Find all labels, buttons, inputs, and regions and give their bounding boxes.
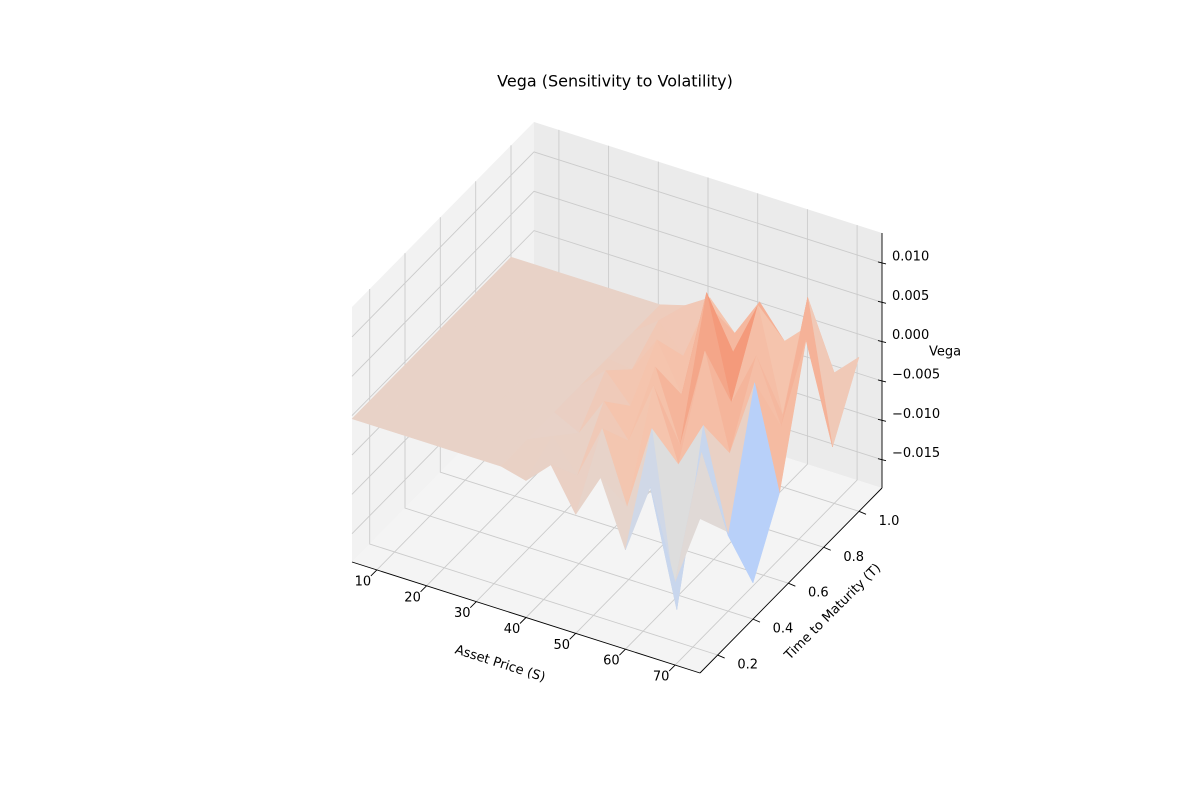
grid-line (674, 225, 858, 666)
grid-line (369, 289, 718, 656)
x-axis-label: Asset Price (S) (453, 643, 547, 686)
z-tick (877, 261, 887, 265)
y-tick-label: 1.0 (879, 514, 900, 529)
x-tick (668, 664, 676, 672)
grid-line (625, 209, 808, 650)
y-tick (717, 654, 725, 659)
z-tick-label: 0.000 (892, 328, 929, 343)
y-tick-label: 0.2 (737, 658, 758, 673)
chart-title: Vega (Sensitivity to Volatility) (497, 72, 733, 91)
x-tick-label: 30 (454, 606, 471, 621)
z-tick-label: 0.010 (892, 249, 929, 264)
z-tick (877, 300, 887, 304)
y-tick (752, 618, 761, 623)
grid-line (351, 151, 883, 338)
z-tick (877, 379, 887, 383)
y-tick-label: 0.8 (843, 550, 864, 565)
surface (351, 256, 860, 610)
y-tick-label: 0.6 (808, 586, 829, 601)
z-tick-label: 0.005 (892, 289, 929, 304)
x-tick (420, 585, 427, 593)
z-axis-label: Vega (929, 345, 961, 360)
x-tick-label: 20 (404, 590, 421, 605)
y-axis-label: Time to Maturity (T) (781, 561, 884, 664)
y-axis (699, 487, 883, 674)
grid-line (404, 253, 754, 620)
z-tick (877, 418, 887, 422)
x-tick-label: 60 (603, 654, 620, 669)
y-tick (858, 510, 867, 515)
grid-line (351, 230, 883, 416)
z-tick (877, 458, 887, 462)
surface-face (674, 451, 727, 582)
x-tick-label: 70 (653, 670, 670, 685)
x-tick (569, 633, 577, 640)
y-tick (788, 582, 796, 587)
z-tick (877, 340, 887, 344)
x-tick (370, 569, 378, 577)
x-tick (619, 648, 626, 656)
y-tick-label: 0.4 (773, 622, 794, 637)
x-tick-label: 50 (553, 638, 570, 653)
x-tick-label: 40 (504, 622, 521, 637)
y-tick (823, 546, 831, 551)
axes: 10 20 30 40 50 60 70 0.2 0.4 0.6 0.8 1.0 −0.015 −0.01… (351, 233, 961, 686)
x-tick (469, 601, 477, 608)
z-tick-label: −0.010 (892, 407, 940, 422)
x-tick (519, 617, 527, 624)
z-tick-label: −0.015 (892, 446, 940, 461)
x-tick-label: 10 (355, 574, 372, 589)
z-tick-label: −0.005 (892, 367, 940, 382)
grid-line (351, 190, 883, 377)
